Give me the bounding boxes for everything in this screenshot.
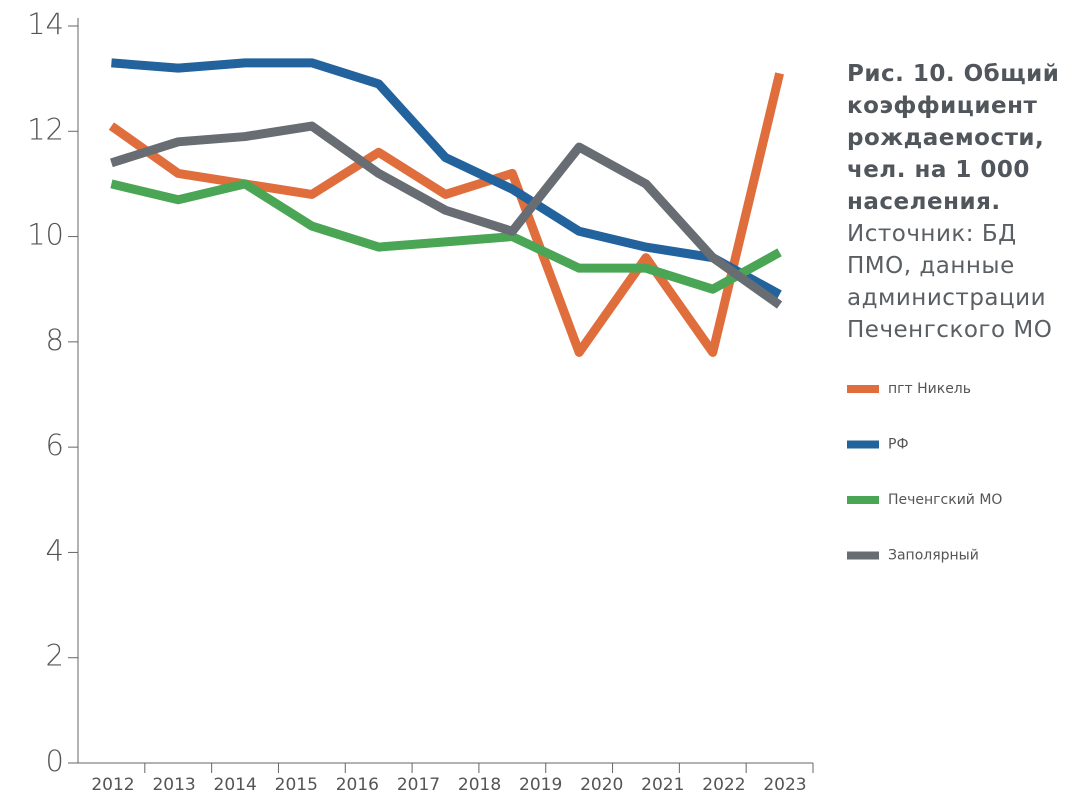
x-tick-label: 2021 xyxy=(641,775,684,793)
legend-label: Печенгский МО xyxy=(888,492,1002,508)
x-tick-label: 2022 xyxy=(702,775,745,793)
legend-label: пгт Никель xyxy=(888,381,971,397)
y-tick-label: 6 xyxy=(46,428,64,462)
x-tick-label: 2016 xyxy=(336,775,379,793)
chart-subtitle: Источник: БД ПМО, данные администрации П… xyxy=(847,221,1053,343)
line-series xyxy=(111,58,782,299)
y-tick-label: 2 xyxy=(46,639,64,673)
caption: Рис. 10. Общий коэффициент рождаемости, … xyxy=(847,58,1087,346)
y-tick-label: 4 xyxy=(46,533,64,567)
legend-label: Заполярный xyxy=(888,548,979,564)
y-tick-label: 12 xyxy=(27,112,64,146)
line-series xyxy=(108,72,784,357)
line-series xyxy=(110,179,782,294)
y-tick-label: 14 xyxy=(27,7,64,41)
line-series xyxy=(110,121,783,309)
y-tick-label: 0 xyxy=(46,744,64,778)
x-tick-label: 2015 xyxy=(275,775,318,793)
x-tick-label: 2023 xyxy=(763,775,806,793)
x-tick-label: 2014 xyxy=(214,775,257,793)
x-tick-label: 2012 xyxy=(91,775,134,793)
x-tick-label: 2020 xyxy=(580,775,623,793)
chart-title: Рис. 10. Общий коэффициент рождаемости, … xyxy=(847,61,1060,215)
y-tick-label: 10 xyxy=(27,218,64,252)
x-tick-label: 2018 xyxy=(458,775,501,793)
y-tick-label: 8 xyxy=(46,323,64,357)
x-tick-label: 2017 xyxy=(397,775,440,793)
x-tick-label: 2019 xyxy=(519,775,562,793)
x-tick-label: 2013 xyxy=(152,775,195,793)
legend-label: РФ xyxy=(888,437,909,453)
